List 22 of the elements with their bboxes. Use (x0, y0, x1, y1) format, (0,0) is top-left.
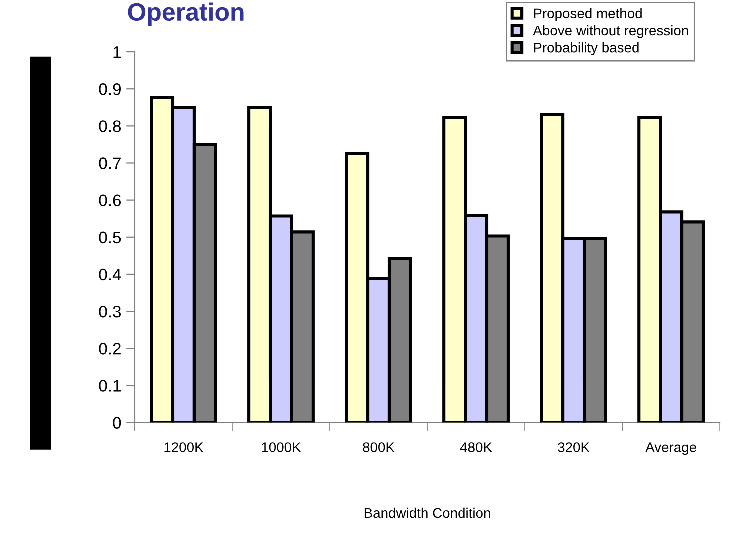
y-tick-label: 0.1 (99, 380, 121, 392)
x-tick-label: 1200K (164, 442, 204, 452)
chart-title: Operation (128, 2, 244, 26)
y-tick-label: 0.6 (99, 194, 122, 207)
x-tick-label: Average (646, 442, 696, 456)
y-tick-label: 0.3 (99, 306, 122, 318)
legend-label: Proposed method (534, 8, 642, 22)
x-tick-label: 800K (363, 442, 395, 452)
x-tick-label: 480K (460, 442, 492, 452)
y-tick-label: 0 (113, 417, 122, 429)
y-tick-label: 0.8 (99, 120, 122, 132)
y-tick-label: 0.5 (99, 232, 122, 244)
legend-label: Above without regression (533, 25, 688, 38)
x-axis-title: Bandwidth Condition (364, 508, 490, 518)
y-tick-label: 0.9 (99, 84, 121, 96)
x-tick-label: 320K (558, 442, 590, 452)
y-tick-label: 0.4 (99, 268, 122, 281)
y-tick-label: 1 (114, 46, 121, 58)
x-tick-label: 1000K (262, 442, 302, 452)
y-tick-label: 0.7 (99, 158, 121, 170)
y-tick-label: 0.2 (99, 343, 121, 355)
legend-label: Probability based (534, 42, 639, 56)
